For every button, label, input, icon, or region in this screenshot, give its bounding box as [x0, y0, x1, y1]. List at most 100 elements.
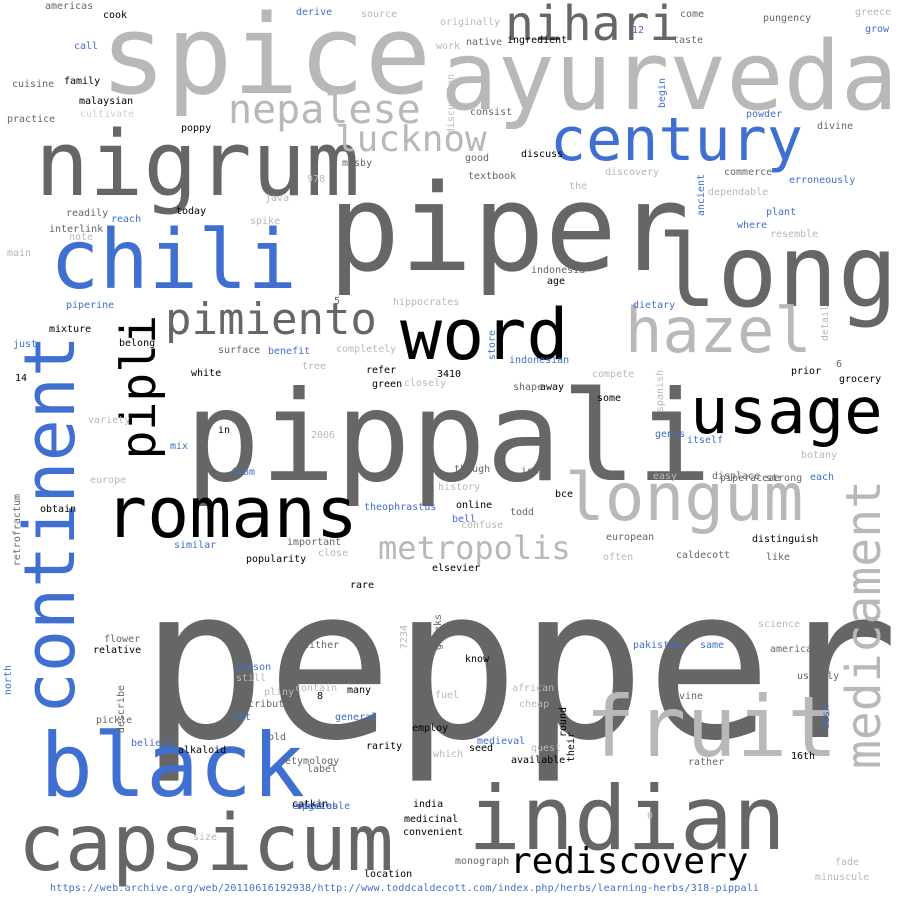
- cloud-word-romans: romans: [105, 472, 358, 554]
- cloud-word-their: their: [566, 732, 577, 763]
- cloud-word-pakistan: pakistan: [633, 640, 682, 651]
- cloud-word-pliny: pliny: [264, 687, 295, 698]
- cloud-word-poppy: poppy: [181, 123, 212, 134]
- cloud-word-spanish: spanish: [655, 370, 666, 413]
- cloud-word-derive: derive: [296, 7, 333, 18]
- cloud-word-bell: bell: [452, 514, 477, 525]
- cloud-word-nihari: nihari: [505, 0, 679, 52]
- cloud-word-piperine: piperine: [66, 300, 115, 311]
- cloud-word-ayurveda: ayurveda: [440, 22, 898, 132]
- cloud-word-displace: displace: [712, 471, 761, 482]
- cloud-word-african: african: [512, 683, 555, 694]
- cloud-word-isbn: isbn: [521, 466, 546, 477]
- cloud-word-indonesia: indonesia: [531, 265, 586, 276]
- cloud-word-indian: indian: [468, 767, 786, 870]
- cloud-word-in: in: [218, 425, 231, 436]
- source-url[interactable]: https://web.archive.org/web/201106161929…: [50, 883, 760, 894]
- cloud-word-benefit: benefit: [268, 346, 311, 357]
- cloud-word-8: 8: [317, 691, 324, 702]
- cloud-word-describe: describe: [116, 685, 127, 734]
- cloud-word-often: often: [603, 552, 634, 563]
- cloud-word-either: either: [303, 640, 340, 651]
- cloud-word-pepper: pepper: [140, 542, 899, 787]
- cloud-word-16th: 16th: [791, 751, 816, 762]
- cloud-word-hot: hot: [233, 712, 252, 723]
- cloud-word-some: some: [597, 393, 622, 404]
- cloud-word-discuss: discuss: [521, 149, 564, 160]
- cloud-word-fade: fade: [835, 857, 860, 868]
- cloud-word-interlink: interlink: [49, 224, 104, 235]
- cloud-word-chili: chili: [50, 213, 297, 308]
- cloud-word-close: close: [318, 548, 349, 559]
- cloud-word-same: same: [700, 640, 725, 651]
- cloud-word-consist: consist: [470, 107, 513, 118]
- cloud-word-come: come: [680, 9, 705, 20]
- cloud-word-old: old: [268, 732, 287, 743]
- cloud-word-note: note: [69, 232, 94, 243]
- cloud-word-medicament: medicament: [836, 480, 892, 769]
- cloud-word-pickle: pickle: [96, 715, 133, 726]
- cloud-word-indonesian: indonesian: [509, 355, 570, 366]
- cloud-word-white: white: [191, 368, 222, 379]
- cloud-word-vine: vine: [679, 691, 704, 702]
- cloud-word-plant: plant: [766, 207, 797, 218]
- cloud-word-rather: rather: [688, 757, 725, 768]
- cloud-word-variety: variety: [88, 415, 131, 426]
- cloud-word-divine: divine: [817, 121, 854, 132]
- cloud-word-3410: 3410: [437, 369, 462, 380]
- cloud-word-botany: botany: [801, 450, 838, 461]
- cloud-word-embed: embed: [292, 801, 323, 812]
- cloud-word-contribute: contribute: [230, 699, 291, 710]
- cloud-word-resemble: resemble: [770, 229, 819, 240]
- cloud-word-store: store: [487, 330, 498, 361]
- cloud-word-lucknow: lucknow: [335, 119, 487, 160]
- cloud-word-good: good: [465, 153, 490, 164]
- cloud-word-europe: europe: [90, 475, 127, 486]
- cloud-word-metropolis: metropolis: [378, 529, 571, 567]
- cloud-word-0: 0: [647, 811, 654, 822]
- cloud-word-long: long: [657, 213, 898, 330]
- cloud-word-like: like: [766, 552, 791, 563]
- cloud-word-label: label: [307, 764, 338, 775]
- cloud-word-main: main: [7, 248, 32, 259]
- cloud-word-dish: dish: [821, 705, 832, 730]
- cloud-word-each: each: [810, 472, 835, 483]
- cloud-word-seed: seed: [469, 743, 494, 754]
- cloud-word-important: important: [287, 537, 342, 548]
- cloud-word-fuel: fuel: [435, 690, 460, 701]
- cloud-word-location: location: [364, 869, 413, 880]
- cloud-word-from: from: [231, 467, 256, 478]
- cloud-word-rarity: rarity: [366, 741, 403, 752]
- cloud-word-discovery: discovery: [605, 167, 660, 178]
- cloud-word-easy: easy: [653, 471, 678, 482]
- cloud-word-surface: surface: [218, 345, 261, 356]
- cloud-word-size: size: [193, 832, 218, 843]
- cloud-word-away: away: [540, 382, 565, 393]
- cloud-word-mosby: mosby: [342, 158, 373, 169]
- cloud-word-vegetable: vegetable: [296, 801, 351, 812]
- cloud-word-the: the: [569, 181, 588, 192]
- cloud-word-greece: greece: [855, 7, 892, 18]
- cloud-word-quest: quest: [531, 743, 562, 754]
- cloud-word-season: season: [235, 662, 272, 673]
- cloud-word-rediscovery: rediscovery: [510, 841, 749, 882]
- cloud-word-though: though: [454, 464, 491, 475]
- cloud-word-native: native: [466, 37, 503, 48]
- cloud-word-american: american: [770, 644, 819, 655]
- cloud-word-pippali: pippali: [185, 365, 712, 510]
- cloud-word-prior: prior: [791, 366, 822, 377]
- cloud-word-green: green: [372, 379, 403, 390]
- cloud-word-catkin: catkin: [292, 799, 329, 810]
- cloud-word-know: know: [465, 654, 490, 665]
- cloud-word-piper: piper: [328, 160, 690, 299]
- cloud-word-usage: usage: [690, 375, 883, 449]
- cloud-word-obtain: obtain: [40, 504, 77, 515]
- cloud-word-north: north: [3, 665, 14, 696]
- cloud-word-hippocrates: hippocrates: [393, 297, 460, 308]
- cloud-word-pungency: pungency: [763, 13, 812, 24]
- cloud-word-where: where: [737, 220, 768, 231]
- cloud-word-genus: genus: [655, 429, 686, 440]
- cloud-word-tree: tree: [302, 361, 327, 372]
- cloud-word-practice: practice: [7, 114, 56, 125]
